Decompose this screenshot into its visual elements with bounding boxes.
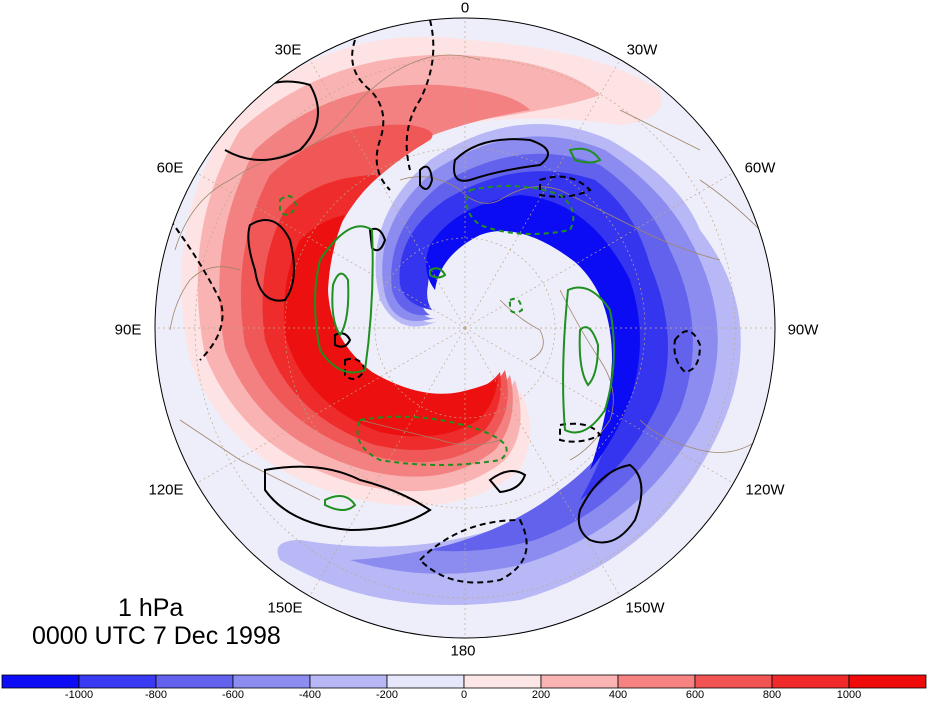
lon-label-90e: 90E	[114, 321, 142, 339]
colorbar-swatch	[771, 674, 850, 689]
colorbar-tick-label: 800	[762, 689, 782, 701]
colorbar-swatch	[386, 674, 465, 689]
colorbar-swatch	[463, 674, 542, 689]
lon-label-30w: 30W	[626, 41, 658, 59]
colorbar-swatch	[232, 674, 311, 689]
lon-label-150e: 150E	[267, 599, 303, 617]
colorbar-tick-label: 600	[685, 689, 705, 701]
colorbar-tick-label: -800	[144, 689, 168, 701]
green-dashed-contours	[279, 185, 575, 466]
colorbar-tick-label: 400	[608, 689, 628, 701]
colorbar-swatch	[309, 674, 388, 689]
colorbar-tick-label: -600	[221, 689, 245, 701]
colorbar-swatch	[1, 674, 80, 689]
map-boundary	[154, 17, 776, 639]
lon-label-0: 0	[460, 0, 470, 17]
lon-label-90w: 90W	[787, 321, 819, 339]
colorbar-swatch	[848, 674, 927, 689]
colorbar-tick-label: 200	[531, 689, 551, 701]
negative-anomaly-region	[277, 124, 741, 605]
graticule	[155, 18, 775, 638]
colorbar-swatch	[540, 674, 619, 689]
pressure-level-label: 1 hPa	[118, 594, 184, 622]
lon-label-150w: 150W	[625, 599, 665, 617]
lon-label-30e: 30E	[274, 41, 302, 59]
lon-label-60e: 60E	[156, 159, 184, 177]
colorbar-tick-label: 1000	[836, 689, 862, 701]
colorbar-tick-label: -400	[298, 689, 322, 701]
positive-anomaly-region	[181, 36, 662, 506]
colorbar-tick-label: -1000	[64, 689, 94, 701]
colorbar-tick-label: -200	[375, 689, 399, 701]
green-contours	[314, 147, 615, 511]
lon-label-120e: 120E	[148, 481, 184, 499]
colorbar-swatch	[617, 674, 696, 689]
colorbar	[1, 674, 927, 689]
polar-map	[154, 17, 776, 639]
lon-label-120w: 120W	[745, 481, 785, 499]
colorbar-tick-label: 0	[460, 689, 468, 701]
colorbar-swatch	[78, 674, 157, 689]
timestamp-label: 0000 UTC 7 Dec 1998	[32, 622, 281, 650]
colorbar-swatch	[694, 674, 773, 689]
colorbar-swatch	[155, 674, 234, 689]
lon-label-180: 180	[450, 642, 476, 660]
lon-label-60w: 60W	[744, 159, 776, 177]
